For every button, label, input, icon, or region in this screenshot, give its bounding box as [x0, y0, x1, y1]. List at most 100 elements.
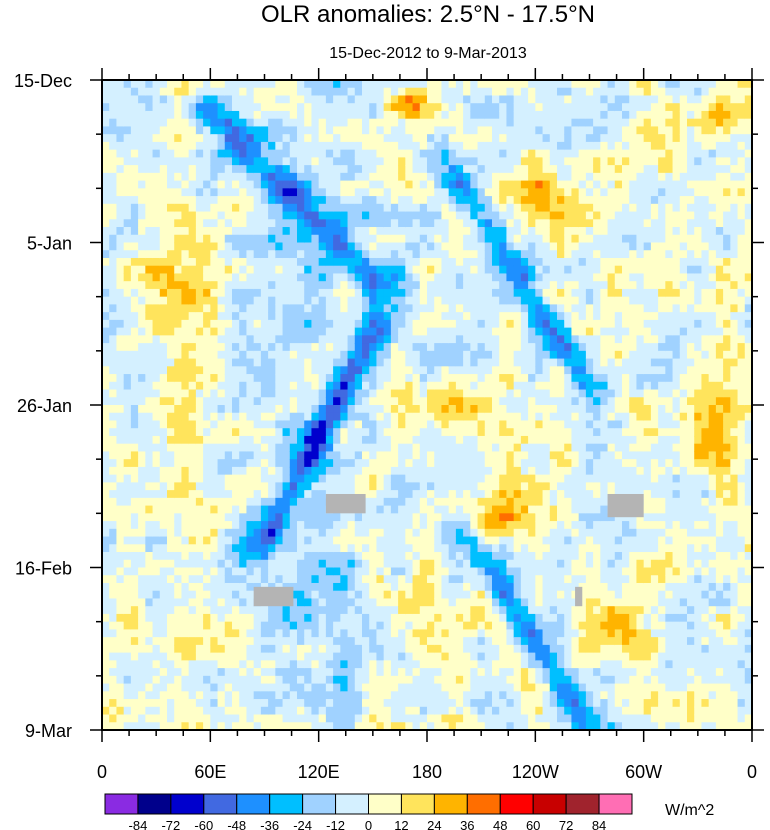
anomaly-cell	[347, 590, 356, 600]
anomaly-cell	[239, 327, 248, 336]
anomaly-cell	[282, 397, 291, 406]
anomaly-cell	[109, 343, 118, 352]
anomaly-cell	[347, 536, 356, 545]
anomaly-cell	[354, 660, 363, 669]
anomaly-cell	[232, 629, 240, 638]
anomaly-cell	[304, 273, 313, 282]
anomaly-cell	[116, 582, 125, 592]
anomaly-cell	[268, 265, 276, 275]
anomaly-cell	[311, 172, 320, 182]
anomaly-cell	[253, 366, 262, 375]
anomaly-cell	[513, 188, 522, 197]
anomaly-cell	[210, 637, 219, 646]
anomaly-cell	[224, 443, 233, 453]
anomaly-cell	[282, 335, 291, 344]
anomaly-cell	[419, 699, 428, 708]
anomaly-cell	[217, 582, 226, 592]
anomaly-cell	[390, 103, 399, 112]
anomaly-cell	[123, 629, 132, 638]
anomaly-cell	[412, 722, 421, 730]
anomaly-cell	[210, 706, 219, 716]
anomaly-cell	[419, 103, 428, 112]
anomaly-cell	[289, 257, 298, 267]
anomaly-cell	[419, 660, 428, 669]
anomaly-cell	[513, 660, 522, 669]
anomaly-cell	[340, 250, 349, 259]
anomaly-cell	[448, 683, 457, 692]
anomaly-cell	[405, 110, 414, 120]
anomaly-cell	[102, 250, 110, 259]
anomaly-cell	[260, 265, 269, 275]
anomaly-cell	[441, 420, 450, 429]
anomaly-cell	[463, 343, 471, 352]
anomaly-cell	[477, 668, 486, 677]
anomaly-cell	[513, 598, 522, 607]
anomaly-cell	[130, 242, 139, 251]
anomaly-cell	[390, 118, 399, 128]
anomaly-cell	[513, 327, 522, 336]
anomaly-cell	[159, 80, 168, 89]
anomaly-cell	[484, 459, 493, 468]
anomaly-cell	[383, 110, 392, 120]
anomaly-cell	[159, 350, 168, 360]
anomaly-cell	[130, 459, 139, 468]
anomaly-cell	[520, 559, 529, 569]
anomaly-cell	[138, 327, 146, 336]
anomaly-cell	[513, 521, 522, 530]
anomaly-cell	[506, 660, 515, 669]
anomaly-cell	[455, 397, 464, 406]
anomaly-cell	[181, 103, 190, 112]
anomaly-cell	[340, 644, 349, 654]
anomaly-cell	[354, 366, 363, 375]
anomaly-cell	[268, 358, 276, 367]
anomaly-cell	[159, 675, 168, 685]
anomaly-cell	[463, 644, 471, 654]
anomaly-cell	[448, 613, 457, 623]
anomaly-cell	[304, 505, 313, 514]
anomaly-cell	[383, 296, 392, 306]
anomaly-cell	[102, 552, 110, 561]
anomaly-cell	[246, 598, 255, 607]
anomaly-cell	[116, 683, 125, 692]
anomaly-cell	[210, 312, 219, 321]
anomaly-cell	[289, 335, 298, 344]
anomaly-cell	[427, 103, 435, 112]
anomaly-cell	[318, 126, 327, 135]
anomaly-cell	[275, 242, 284, 251]
anomaly-cell	[224, 304, 233, 313]
anomaly-cell	[297, 582, 305, 592]
anomaly-cell	[109, 188, 118, 197]
anomaly-cell	[253, 482, 262, 491]
anomaly-cell	[253, 505, 262, 514]
anomaly-cell	[123, 714, 132, 723]
anomaly-cell	[289, 459, 298, 468]
anomaly-cell	[398, 435, 406, 445]
anomaly-cell	[448, 575, 457, 584]
anomaly-cell	[390, 381, 399, 391]
anomaly-cell	[520, 180, 529, 189]
anomaly-cell	[455, 660, 464, 669]
anomaly-cell	[167, 374, 175, 383]
anomaly-cell	[477, 559, 486, 569]
anomaly-cell	[340, 95, 349, 104]
anomaly-cell	[390, 505, 399, 514]
anomaly-cell	[246, 327, 255, 336]
anomaly-cell	[492, 281, 500, 290]
anomaly-cell	[152, 196, 161, 205]
anomaly-cell	[390, 165, 399, 174]
anomaly-cell	[174, 590, 183, 600]
anomaly-cell	[376, 629, 385, 638]
anomaly-cell	[116, 691, 125, 700]
anomaly-cell	[181, 521, 190, 530]
anomaly-cell	[520, 288, 529, 298]
anomaly-cell	[304, 374, 313, 383]
anomaly-cell	[102, 141, 110, 151]
anomaly-cell	[116, 451, 125, 460]
anomaly-cell	[463, 513, 471, 522]
anomaly-cell	[282, 459, 291, 468]
anomaly-cell	[268, 203, 276, 213]
anomaly-cell	[463, 582, 471, 592]
anomaly-cell	[463, 451, 471, 460]
anomaly-cell	[275, 80, 284, 89]
anomaly-cell	[434, 172, 443, 182]
